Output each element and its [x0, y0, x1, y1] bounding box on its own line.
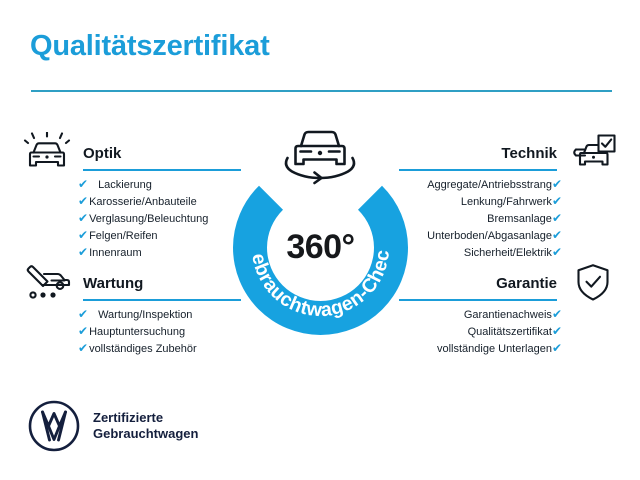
- list-item: ✔Felgen/Reifen: [78, 227, 250, 244]
- section-technik-divider: [399, 169, 557, 171]
- list-item: ✔vollständiges Zubehör: [78, 340, 250, 357]
- list-item-label: Garantienachweis: [463, 309, 552, 321]
- list-item: ✔ Lackierung: [78, 176, 250, 193]
- list-item: Garantienachweis✔: [390, 306, 562, 323]
- check-icon: ✔: [78, 245, 89, 259]
- list-item-label: Verglasung/Beleuchtung: [89, 213, 209, 225]
- check-icon: ✔: [551, 194, 562, 208]
- section-garantie-title: Garantie: [496, 275, 557, 292]
- list-item: ✔Innenraum: [78, 244, 250, 261]
- check-icon: ✔: [78, 194, 89, 208]
- list-item-label: Karosserie/Anbauteile: [89, 196, 197, 208]
- list-item: ✔Hauptuntersuchung: [78, 323, 250, 340]
- section-optik-title: Optik: [83, 145, 122, 162]
- section-technik: Technik Aggregate/Antriebsstrang✔ Lenkun…: [390, 132, 620, 261]
- check-icon: ✔: [551, 324, 562, 338]
- check-icon: ✔: [551, 341, 562, 355]
- section-wartung: Wartung ✔ Wartung/Inspektion ✔Hauptunters…: [20, 262, 250, 357]
- check-icon: ✔: [78, 177, 89, 191]
- list-item: ✔Karosserie/Anbauteile: [78, 193, 250, 210]
- header-divider: [31, 90, 612, 92]
- check-icon: ✔: [551, 228, 562, 242]
- footer-brand: Zertifizierte Gebrauchtwagen: [28, 400, 198, 452]
- check-icon: ✔: [551, 177, 562, 191]
- wrench-car-service-icon: [22, 262, 72, 304]
- section-wartung-title: Wartung: [83, 275, 144, 292]
- list-item-label: Hauptuntersuchung: [89, 326, 186, 338]
- section-optik-list: ✔ Lackierung ✔Karosserie/Anbauteile ✔Verg…: [20, 176, 250, 261]
- list-item-label: Lenkung/Fahrwerk: [460, 196, 552, 208]
- section-garantie-header: Garantie: [390, 262, 620, 306]
- section-garantie: Garantie Garantienachweis✔ Qualitätszert…: [390, 262, 620, 357]
- volkswagen-logo: [28, 400, 80, 452]
- section-wartung-divider: [83, 299, 241, 301]
- list-item-label: vollständige Unterlagen: [436, 343, 552, 355]
- list-item: Sicherheit/Elektrik✔: [390, 244, 562, 261]
- section-optik: Optik ✔ Lackierung ✔Karosserie/Anbauteile…: [20, 131, 250, 261]
- check-icon: ✔: [551, 211, 562, 225]
- list-item-label: Innenraum: [89, 247, 142, 259]
- check-icon: ✔: [78, 211, 89, 225]
- list-item: ✔ Wartung/Inspektion: [78, 306, 250, 323]
- list-item-label: Unterboden/Abgasanlage: [427, 230, 552, 242]
- check-icon: ✔: [551, 307, 562, 321]
- section-wartung-list: ✔ Wartung/Inspektion ✔Hauptuntersuchung ✔…: [20, 306, 250, 357]
- check-icon: ✔: [78, 324, 89, 338]
- section-garantie-divider: [399, 299, 557, 301]
- 360-check-badge: Gebrauchtwagen-Check 360°: [228, 155, 413, 340]
- check-icon: ✔: [78, 341, 89, 355]
- car-rotation-360-icon: [278, 124, 362, 186]
- car-checkbox-icon: [568, 132, 618, 174]
- footer-line-1: Zertifizierte: [93, 410, 164, 425]
- section-garantie-list: Garantienachweis✔ Qualitätszertifikat✔ v…: [390, 306, 620, 357]
- list-item: Unterboden/Abgasanlage✔: [390, 227, 562, 244]
- car-shine-icon: [22, 131, 72, 174]
- list-item-label: Felgen/Reifen: [89, 230, 158, 242]
- list-item: Qualitätszertifikat✔: [390, 323, 562, 340]
- footer-text: Zertifizierte Gebrauchtwagen: [93, 410, 198, 442]
- section-wartung-header: Wartung: [20, 262, 250, 306]
- list-item-label: Wartung/Inspektion: [98, 309, 193, 321]
- list-item-label: Sicherheit/Elektrik: [463, 247, 552, 259]
- list-item: vollständige Unterlagen✔: [390, 340, 562, 357]
- footer-line-2: Gebrauchtwagen: [93, 426, 199, 441]
- list-item-label: Bremsanlage: [487, 213, 552, 225]
- section-technik-list: Aggregate/Antriebsstrang✔ Lenkung/Fahrwe…: [390, 176, 620, 261]
- check-icon: ✔: [78, 228, 89, 242]
- section-optik-divider: [83, 169, 241, 171]
- page-title: Qualitätszertifikat: [30, 30, 270, 62]
- shield-check-icon: [568, 262, 618, 304]
- check-icon: ✔: [551, 245, 562, 259]
- list-item-label: Qualitätszertifikat: [467, 326, 552, 338]
- check-icon: ✔: [78, 307, 89, 321]
- section-optik-header: Optik: [20, 131, 250, 176]
- list-item: Lenkung/Fahrwerk✔: [390, 193, 562, 210]
- list-item: Aggregate/Antriebsstrang✔: [390, 176, 562, 193]
- list-item: ✔Verglasung/Beleuchtung: [78, 210, 250, 227]
- list-item: Bremsanlage✔: [390, 210, 562, 227]
- list-item-label: vollständiges Zubehör: [89, 343, 197, 355]
- section-technik-header: Technik: [390, 132, 620, 176]
- section-technik-title: Technik: [501, 145, 557, 162]
- list-item-label: Lackierung: [98, 179, 152, 191]
- list-item-label: Aggregate/Antriebsstrang: [427, 179, 552, 191]
